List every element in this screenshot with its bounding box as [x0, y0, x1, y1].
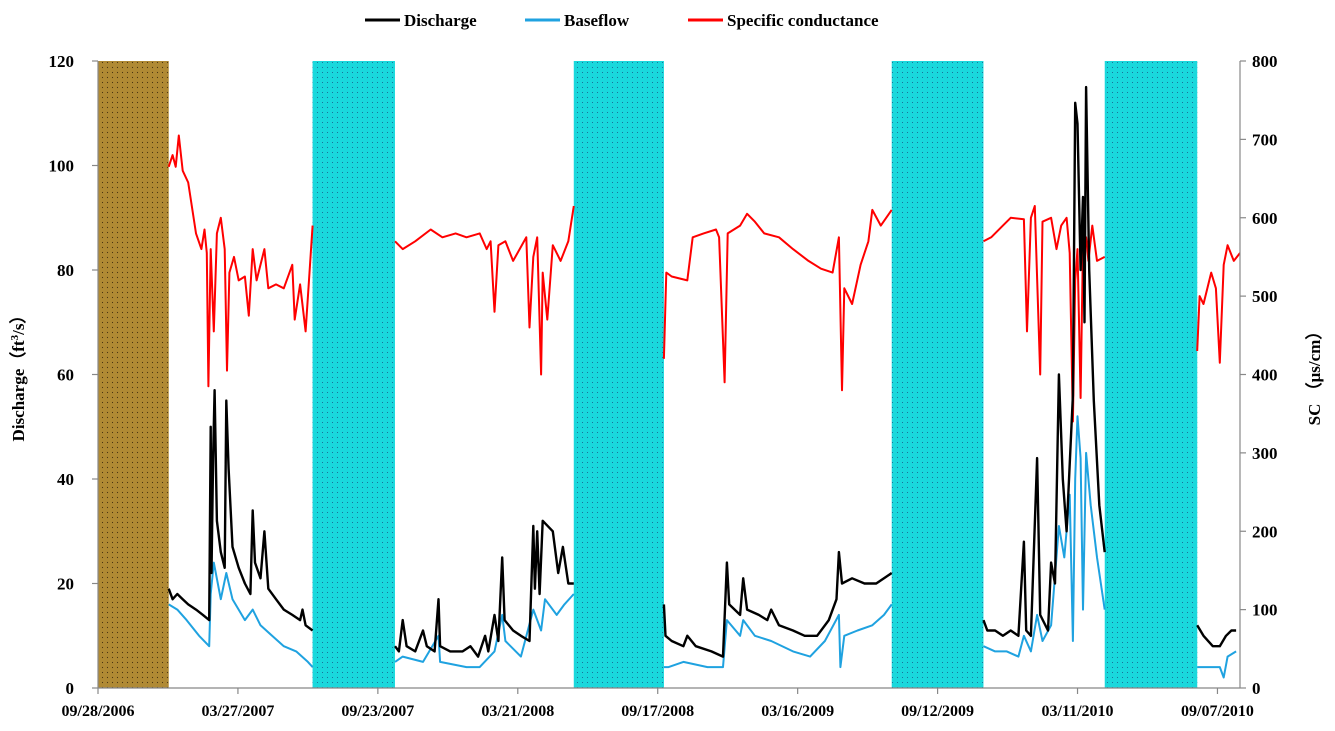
- series-specific-conductance-segment-2: [662, 208, 893, 392]
- series-baseflow-segment-3: [983, 415, 1106, 658]
- series-discharge-segment-0: [167, 389, 314, 632]
- legend-label-discharge: Discharge: [404, 11, 477, 30]
- shaded-period-dots-0: [98, 61, 169, 688]
- series-baseflow-segment-2: [663, 603, 893, 669]
- x-tick-label-4: 09/17/2008: [621, 703, 694, 720]
- legend-label-sc: Specific conductance: [727, 11, 879, 30]
- legend-label-baseflow: Baseflow: [564, 11, 630, 30]
- y-left-axis-label: Discharge（ft3/s）: [8, 307, 28, 442]
- y-right-tick-label-8: 800: [1252, 52, 1278, 71]
- x-axis-ticks: 09/28/2006 03/27/2007 09/23/2007 03/21/2008…: [62, 688, 1254, 720]
- y-right-tick-label-7: 700: [1252, 130, 1278, 149]
- series-specific-conductance-segment-1: [394, 205, 575, 376]
- series-layer: [167, 85, 1240, 679]
- series-discharge-segment-4: [1196, 624, 1237, 648]
- series-baseflow-segment-0: [168, 561, 314, 668]
- x-tick-label-2: 09/23/2007: [341, 703, 414, 720]
- series-specific-conductance-segment-0: [167, 134, 314, 388]
- series-discharge-segment-3: [982, 85, 1106, 637]
- x-tick-label-7: 03/11/2010: [1042, 703, 1114, 720]
- y-left-tick-label-1: 20: [57, 575, 74, 594]
- series-specific-conductance-segment-3: [983, 205, 1106, 423]
- shaded-period-dots-2: [573, 61, 664, 688]
- series-discharge-segment-2: [662, 550, 893, 658]
- y-right-tick-label-0: 0: [1252, 679, 1261, 698]
- y-left-tick-label-0: 0: [66, 679, 75, 698]
- y-right-tick-label-6: 600: [1252, 209, 1278, 228]
- y-right-axis-label: SC （μs/cm）: [1304, 323, 1324, 426]
- x-tick-label-3: 03/21/2008: [481, 703, 554, 720]
- axes: [97, 61, 1241, 689]
- series-baseflow-segment-1: [394, 593, 575, 669]
- y-right-tick-label-3: 300: [1252, 444, 1278, 463]
- y-right-tick-label-1: 100: [1252, 601, 1278, 620]
- y-right-tick-label-2: 200: [1252, 522, 1278, 541]
- y-left-tick-label-6: 120: [49, 52, 75, 71]
- shaded-periods: [98, 61, 1198, 688]
- series-specific-conductance-segment-4: [1196, 244, 1240, 364]
- y-right-tick-label-4: 400: [1252, 366, 1278, 385]
- x-tick-label-8: 09/07/2010: [1181, 703, 1254, 720]
- y-left-tick-label-4: 80: [57, 261, 74, 280]
- x-tick-label-1: 03/27/2007: [201, 703, 274, 720]
- shaded-period-dots-4: [1104, 61, 1198, 688]
- x-tick-label-6: 09/12/2009: [901, 703, 974, 720]
- y-left-tick-label-3: 60: [57, 366, 74, 385]
- y-left-ticks: 0 20 40 60 80 100 120: [49, 52, 98, 698]
- shaded-period-dots-3: [891, 61, 984, 688]
- y-right-ticks: 0 100 200 300 400 500 600 700 800: [1240, 52, 1278, 698]
- series-baseflow-segment-4: [1197, 650, 1237, 679]
- shaded-period-dots-1: [312, 61, 395, 688]
- y-left-tick-label-5: 100: [49, 157, 75, 176]
- series-discharge-segment-1: [394, 519, 574, 658]
- y-left-tick-label-2: 40: [57, 470, 74, 489]
- y-right-tick-label-5: 500: [1252, 287, 1278, 306]
- x-tick-label-0: 09/28/2006: [62, 703, 135, 720]
- x-tick-label-5: 03/16/2009: [761, 703, 834, 720]
- legend: Discharge Baseflow Specific conductance: [365, 11, 879, 30]
